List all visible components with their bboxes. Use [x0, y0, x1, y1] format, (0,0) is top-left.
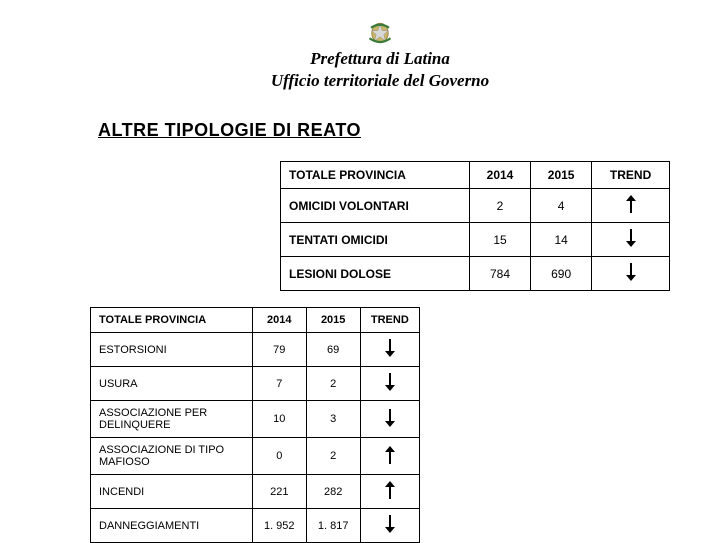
table-row: DANNEGGIAMENTI1. 9521. 817: [91, 509, 420, 543]
table-2-header-2014: 2014: [252, 308, 306, 333]
table-row: TENTATI OMICIDI1514: [281, 223, 670, 257]
table-row: ESTORSIONI7969: [91, 333, 420, 367]
row-trend: [360, 509, 419, 543]
row-2014: 7: [252, 367, 306, 401]
row-label: INCENDI: [91, 475, 253, 509]
table-1: TOTALE PROVINCIA 2014 2015 TREND OMICIDI…: [280, 161, 670, 291]
row-label: ASSOCIAZIONE DI TIPO MAFIOSO: [91, 438, 253, 475]
table-2-header-row: TOTALE PROVINCIA 2014 2015 TREND: [91, 308, 420, 333]
page: Prefettura di Latina Ufficio territorial…: [0, 0, 720, 540]
header-line-1: Prefettura di Latina: [90, 48, 670, 70]
row-2015: 282: [306, 475, 360, 509]
row-trend: [360, 333, 419, 367]
table-row: ASSOCIAZIONE PER DELINQUERE103: [91, 401, 420, 438]
table-1-header-trend: TREND: [592, 162, 670, 189]
arrow-down-icon: [385, 409, 395, 427]
table-1-header-2014: 2014: [469, 162, 530, 189]
row-2015: 14: [531, 223, 592, 257]
row-2014: 79: [252, 333, 306, 367]
arrow-up-icon: [385, 481, 395, 499]
row-label: USURA: [91, 367, 253, 401]
table-row: INCENDI221282: [91, 475, 420, 509]
row-2015: 69: [306, 333, 360, 367]
row-trend: [360, 367, 419, 401]
row-trend: [360, 475, 419, 509]
table-1-header-2015: 2015: [531, 162, 592, 189]
arrow-down-icon: [626, 263, 636, 281]
arrow-down-icon: [385, 339, 395, 357]
row-2015: 3: [306, 401, 360, 438]
row-2015: 2: [306, 438, 360, 475]
table-2: TOTALE PROVINCIA 2014 2015 TREND ESTORSI…: [90, 307, 420, 543]
row-2015: 1. 817: [306, 509, 360, 543]
row-label: ESTORSIONI: [91, 333, 253, 367]
row-2014: 15: [469, 223, 530, 257]
row-2014: 0: [252, 438, 306, 475]
table-row: LESIONI DOLOSE784690: [281, 257, 670, 291]
arrow-up-icon: [626, 195, 636, 213]
row-2014: 221: [252, 475, 306, 509]
row-trend: [592, 223, 670, 257]
document-header: Prefettura di Latina Ufficio territorial…: [90, 48, 670, 92]
table-1-header-label: TOTALE PROVINCIA: [281, 162, 470, 189]
row-2015: 690: [531, 257, 592, 291]
table-row: USURA72: [91, 367, 420, 401]
table-row: ASSOCIAZIONE DI TIPO MAFIOSO02: [91, 438, 420, 475]
table-2-header-label: TOTALE PROVINCIA: [91, 308, 253, 333]
row-2015: 2: [306, 367, 360, 401]
row-label: ASSOCIAZIONE PER DELINQUERE: [91, 401, 253, 438]
row-trend: [360, 401, 419, 438]
table-2-header-trend: TREND: [360, 308, 419, 333]
row-2015: 4: [531, 189, 592, 223]
row-trend: [592, 257, 670, 291]
italy-emblem-icon: [365, 20, 395, 46]
arrow-down-icon: [385, 373, 395, 391]
table-2-body: ESTORSIONI7969USURA72ASSOCIAZIONE PER DE…: [91, 333, 420, 543]
table-row: OMICIDI VOLONTARI24: [281, 189, 670, 223]
row-label: DANNEGGIAMENTI: [91, 509, 253, 543]
row-2014: 10: [252, 401, 306, 438]
row-label: LESIONI DOLOSE: [281, 257, 470, 291]
row-label: OMICIDI VOLONTARI: [281, 189, 470, 223]
row-trend: [360, 438, 419, 475]
row-2014: 2: [469, 189, 530, 223]
row-2014: 1. 952: [252, 509, 306, 543]
table-1-body: OMICIDI VOLONTARI24TENTATI OMICIDI1514LE…: [281, 189, 670, 291]
arrow-down-icon: [385, 515, 395, 533]
header-line-2: Ufficio territoriale del Governo: [90, 70, 670, 92]
row-trend: [592, 189, 670, 223]
arrow-down-icon: [626, 229, 636, 247]
arrow-up-icon: [385, 446, 395, 464]
row-label: TENTATI OMICIDI: [281, 223, 470, 257]
table-2-header-2015: 2015: [306, 308, 360, 333]
section-title: ALTRE TIPOLOGIE DI REATO: [98, 120, 670, 141]
table-1-header-row: TOTALE PROVINCIA 2014 2015 TREND: [281, 162, 670, 189]
row-2014: 784: [469, 257, 530, 291]
